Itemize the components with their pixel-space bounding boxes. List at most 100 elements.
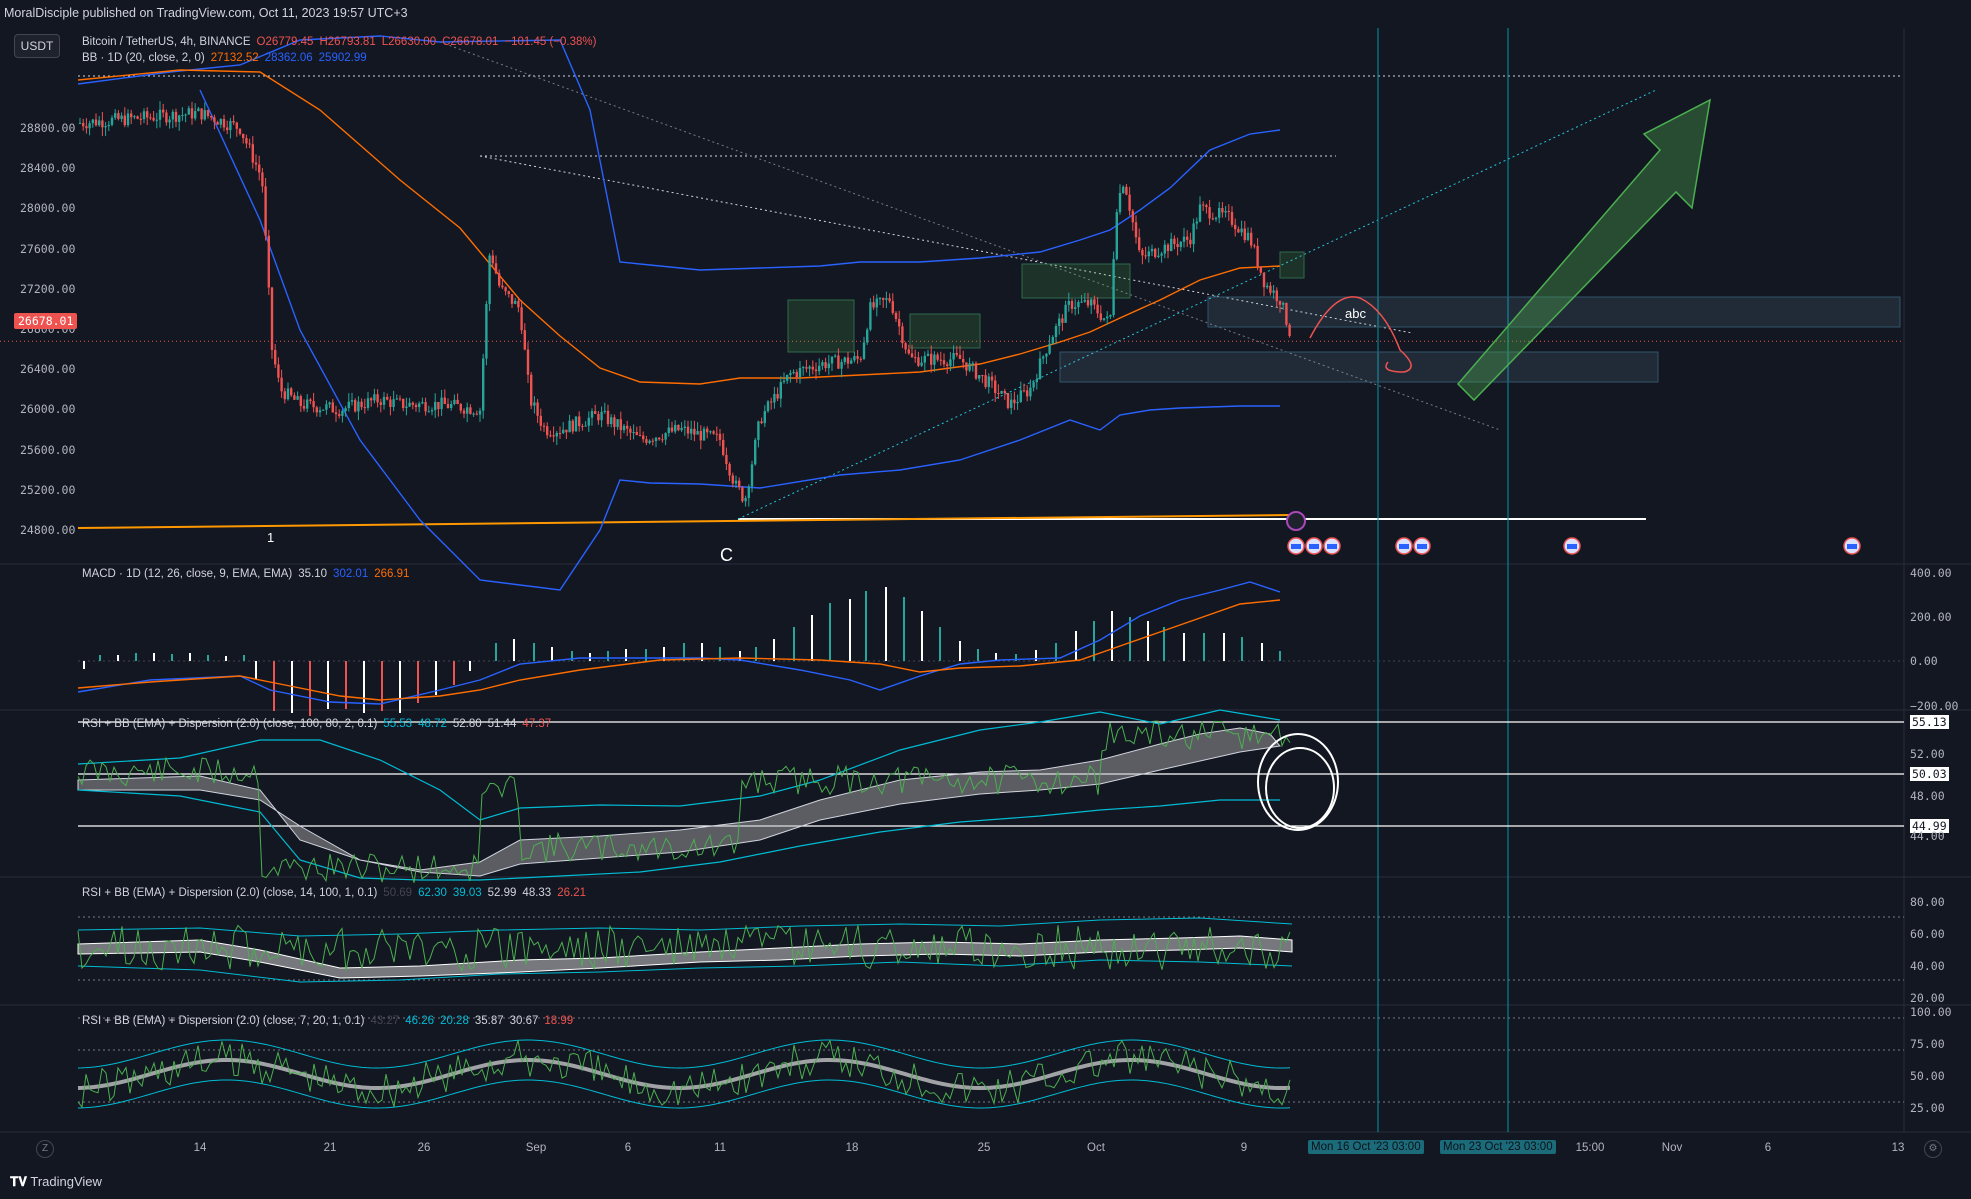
economic-event-flag (1399, 544, 1409, 549)
settings-gear-icon[interactable]: ⚙ (1924, 1140, 1942, 1158)
zoom-reset-icon[interactable]: Z (36, 1140, 54, 1158)
rsi2-dispersion-band (77, 935, 1293, 979)
time-marker-1: Mon 16 Oct '23 03:00 (1308, 1140, 1424, 1154)
bb-label: BB · 1D (20, close, 2, 0) (82, 52, 205, 64)
abc-label[interactable]: abc (1345, 306, 1366, 321)
rsi3-value-2: 20.28 (440, 1015, 469, 1027)
wave-c-label[interactable]: C (720, 545, 733, 565)
candle-body (1003, 391, 1006, 394)
candle-body (808, 366, 811, 369)
rsi2-value-5: 26.21 (557, 887, 586, 899)
candle-body (456, 399, 459, 405)
candle-body (478, 410, 482, 415)
wave-1-label[interactable]: 1 (267, 530, 275, 545)
candle-body (274, 349, 277, 365)
candle-body (802, 367, 805, 369)
candle-body (187, 108, 190, 115)
candle-body (645, 439, 648, 443)
footer[interactable]: 𝐓𝐕 TradingView (10, 1174, 102, 1190)
time-tick-label: 14 (193, 1142, 207, 1154)
candle-body (824, 362, 827, 369)
candle-body (805, 367, 808, 369)
candle-body (1010, 399, 1013, 408)
macd-label: MACD · 1D (12, 26, close, 9, EMA, EMA) (82, 568, 293, 580)
bb-upper-band (77, 35, 1281, 271)
candle-body (258, 164, 261, 173)
candle-body (1189, 239, 1192, 245)
candle-body (891, 301, 894, 313)
symbol-label[interactable]: Bitcoin / TetherUS, 4h, BINANCE (82, 36, 251, 48)
candle-body (1109, 315, 1112, 317)
candle-body (402, 398, 405, 408)
candle-body (1045, 353, 1048, 357)
candle-body (1048, 343, 1051, 354)
rsi2-legend[interactable]: RSI + BB (EMA) + Dispersion (2.0) (close… (82, 887, 592, 899)
candle-body (629, 428, 632, 433)
candle-body (990, 376, 994, 381)
candle-body (706, 428, 709, 433)
candle-body (613, 417, 616, 427)
candle-body (840, 361, 843, 369)
candle-body (747, 486, 750, 499)
pane-tick-label: 44.00 (1910, 829, 1945, 843)
time-tick-label: Sep (525, 1142, 547, 1154)
candle-body (571, 420, 574, 432)
rsi1-legend[interactable]: RSI + BB (EMA) + Dispersion (2.0) (close… (82, 718, 557, 730)
candle-body (830, 356, 834, 364)
candle-body (421, 402, 424, 404)
bb-legend[interactable]: BB · 1D (20, close, 2, 0) 27132.52 28362.0… (82, 52, 373, 64)
rsi1-label: RSI + BB (EMA) + Dispersion (2.0) (close… (82, 718, 378, 730)
candle-body (1051, 337, 1054, 344)
candle-body (1237, 229, 1240, 233)
candle-body (357, 401, 360, 412)
candle-body (158, 109, 162, 120)
rsi1-lower-band (77, 789, 1280, 881)
candle-body (1080, 301, 1083, 303)
time-tick-label: 6 (1764, 1142, 1772, 1154)
candle-body (194, 111, 197, 119)
time-tick-label: 26 (417, 1142, 431, 1154)
candle-body (530, 374, 533, 406)
bullish-arrow-icon (1456, 98, 1711, 402)
candle-body (443, 397, 446, 404)
candle-body (523, 330, 526, 350)
candle-body (430, 410, 434, 412)
candle-body (491, 255, 494, 264)
candle-body (856, 356, 859, 359)
candle-body (792, 372, 795, 374)
pane-tick-label: 100.00 (1910, 1005, 1952, 1019)
candle-body (1054, 325, 1058, 338)
rsi3-legend[interactable]: RSI + BB (EMA) + Dispersion (2.0) (close… (82, 1015, 579, 1027)
candle-body (1288, 324, 1291, 336)
candle-body (677, 424, 680, 431)
candle-body (296, 396, 299, 400)
rsi3-label: RSI + BB (EMA) + Dispersion (2.0) (close… (82, 1015, 365, 1027)
candle-body (344, 408, 347, 411)
candle-body (939, 359, 942, 361)
candle-body (744, 498, 747, 502)
candle-body (434, 401, 437, 411)
price-tick-label: 25600.00 (20, 442, 76, 457)
candle-body (162, 109, 165, 113)
candle-body (1032, 382, 1035, 388)
bb-basis-value: 27132.52 (210, 52, 259, 64)
pane-tick-label: 55.13 (1910, 715, 1949, 729)
candle-body (917, 357, 920, 366)
candle-body (542, 425, 546, 427)
time-tick-label: Oct (1087, 1142, 1105, 1154)
candle-body (731, 475, 734, 484)
bb-lower-value: 25902.99 (318, 52, 367, 64)
candle-body (648, 440, 651, 443)
candle-body (254, 162, 258, 165)
rsi2-value-2: 39.03 (452, 887, 482, 899)
candle-body (146, 111, 149, 118)
macd-hist-value: 35.10 (298, 568, 328, 580)
currency-button[interactable]: USDT (14, 34, 60, 58)
candle-body (1134, 222, 1138, 238)
candle-body (120, 115, 123, 120)
macd-legend[interactable]: MACD · 1D (12, 26, close, 9, EMA, EMA) 35… (82, 568, 415, 580)
legend-low: L26630.00 (381, 36, 437, 48)
candle-body (504, 287, 507, 292)
candle-body (578, 416, 581, 427)
